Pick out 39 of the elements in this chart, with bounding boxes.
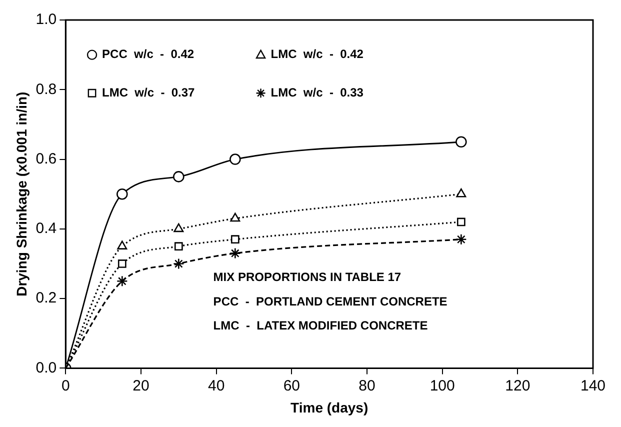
point bbox=[230, 248, 241, 259]
point bbox=[230, 235, 240, 244]
x-tick-label: 100 bbox=[430, 377, 455, 394]
y-tick-label: 0.8 bbox=[36, 80, 57, 98]
annotation: MIX PROPORTIONS IN TABLE 17 bbox=[213, 270, 402, 284]
point bbox=[116, 188, 128, 200]
x-axis-title: Time (days) bbox=[290, 399, 368, 416]
annotation: PCC - PORTLAND CEMENT CONCRETE bbox=[213, 294, 448, 308]
point bbox=[117, 240, 128, 250]
legend-label: LMC w/c - 0.33 bbox=[270, 85, 364, 100]
legend-label: LMC w/c - 0.42 bbox=[270, 47, 364, 62]
x-tick-label: 120 bbox=[505, 377, 530, 394]
x-tick-label: 140 bbox=[580, 377, 606, 394]
y-tick-label: 0.4 bbox=[36, 220, 57, 238]
y-tick-label: 0.0 bbox=[36, 359, 57, 376]
x-tick-label: 60 bbox=[283, 377, 300, 394]
legend-label: PCC w/c - 0.42 bbox=[102, 47, 194, 62]
y-tick-label: 0.6 bbox=[36, 150, 57, 168]
point bbox=[456, 188, 466, 198]
point bbox=[118, 260, 126, 268]
x-tick-label: 80 bbox=[358, 377, 376, 394]
annotation: LMC - LATEX MODIFIED CONCRETE bbox=[213, 318, 428, 333]
point bbox=[230, 154, 241, 165]
x-tick-label: 20 bbox=[132, 377, 150, 394]
y-tick-label: 1.0 bbox=[36, 11, 57, 28]
point bbox=[456, 218, 466, 226]
point bbox=[456, 234, 467, 246]
point bbox=[174, 242, 183, 251]
point bbox=[230, 212, 240, 222]
y-axis-title: Drying Shrinkage (x0.001 in/in) bbox=[13, 92, 30, 296]
x-tick-label: 40 bbox=[208, 377, 225, 394]
point bbox=[456, 136, 467, 148]
point bbox=[173, 258, 184, 270]
point bbox=[173, 171, 184, 182]
point bbox=[174, 223, 184, 232]
x-tick-label: 0 bbox=[61, 377, 70, 394]
legend-label: LMC w/c - 0.37 bbox=[102, 85, 196, 100]
y-tick-label: 0.2 bbox=[36, 290, 57, 307]
point bbox=[116, 276, 128, 287]
